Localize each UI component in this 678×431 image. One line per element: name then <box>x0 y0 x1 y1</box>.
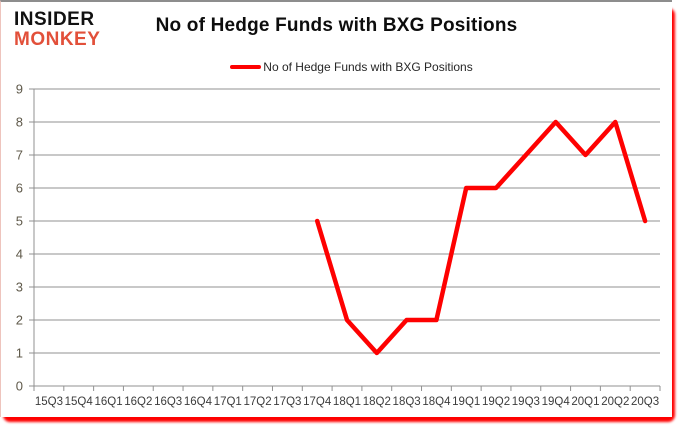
legend-label: No of Hedge Funds with BXG Positions <box>263 60 473 74</box>
x-axis-label: 16Q1 <box>94 396 122 408</box>
y-axis-label: 9 <box>16 82 23 97</box>
x-axis-label: 17Q3 <box>273 396 301 408</box>
x-axis-label: 15Q4 <box>65 396 94 408</box>
y-axis-label: 5 <box>16 214 23 229</box>
legend-line-swatch <box>230 65 262 69</box>
x-axis-label: 18Q1 <box>333 396 361 408</box>
y-axis-label: 8 <box>16 115 23 130</box>
y-axis-label: 2 <box>16 313 23 328</box>
page-title: No of Hedge Funds with BXG Positions <box>155 15 518 36</box>
x-axis-label: 16Q3 <box>154 396 182 408</box>
chart-canvas: INSIDER MONKEY No of Hedge Funds with BX… <box>0 0 672 417</box>
x-axis-label: 19Q2 <box>482 396 510 408</box>
y-axis-label: 6 <box>16 181 23 196</box>
legend: No of Hedge Funds with BXG Positions <box>31 60 672 74</box>
x-axis-label: 16Q4 <box>184 396 213 408</box>
x-axis-label: 18Q4 <box>422 396 451 408</box>
x-axis-label: 18Q3 <box>393 396 421 408</box>
x-axis-label: 15Q3 <box>35 396 63 408</box>
logo-line-insider: INSIDER <box>14 9 95 30</box>
x-axis-label: 17Q2 <box>244 396 272 408</box>
insider-monkey-logo: INSIDER MONKEY <box>14 10 100 50</box>
logo-line-monkey: MONKEY <box>14 29 101 50</box>
x-axis-label: 17Q1 <box>214 396 242 408</box>
y-axis-label: 7 <box>16 148 23 163</box>
x-axis-label: 19Q1 <box>452 396 480 408</box>
y-axis-label: 4 <box>16 247 23 262</box>
x-axis-label: 20Q3 <box>631 396 659 408</box>
x-axis-label: 19Q4 <box>542 396 571 408</box>
x-axis-label: 20Q1 <box>571 396 599 408</box>
x-axis-label: 20Q2 <box>601 396 629 408</box>
y-axis-label: 0 <box>16 379 23 394</box>
x-axis-label: 17Q4 <box>303 396 332 408</box>
x-axis-label: 16Q2 <box>124 396 152 408</box>
y-axis-label: 3 <box>16 280 23 295</box>
y-axis-label: 1 <box>16 346 23 361</box>
x-axis-label: 18Q2 <box>363 396 391 408</box>
x-axis-label: 19Q3 <box>512 396 540 408</box>
series-line <box>314 119 648 356</box>
